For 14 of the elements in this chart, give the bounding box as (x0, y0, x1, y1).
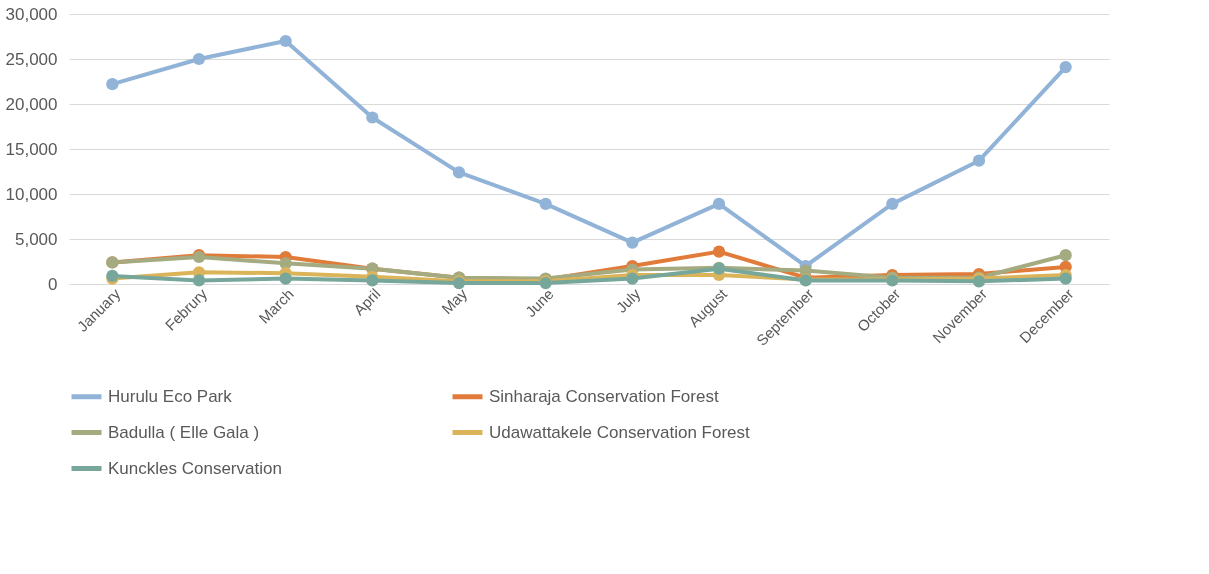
legend-label: Sinharaja Conservation Forest (489, 386, 719, 406)
y-tick-label: 30,000 (5, 4, 58, 24)
y-tick-label: 0 (48, 274, 58, 294)
y-tick-label: 5,000 (14, 229, 58, 249)
y-tick-label: 25,000 (5, 49, 58, 69)
y-tick-label: 20,000 (5, 94, 58, 114)
legend-label: Badulla ( Elle Gala ) (108, 422, 260, 442)
y-tick-label: 15,000 (5, 139, 58, 159)
legend-label: Kunckles Conservation (108, 458, 282, 478)
y-tick-label: 10,000 (5, 184, 58, 204)
legend-label: Udawattakele Conservation Forest (489, 422, 751, 442)
x-tick-label: May (438, 284, 471, 318)
x-tick-label: July (612, 284, 644, 316)
legend-label: Hurulu Eco Park (108, 386, 233, 406)
